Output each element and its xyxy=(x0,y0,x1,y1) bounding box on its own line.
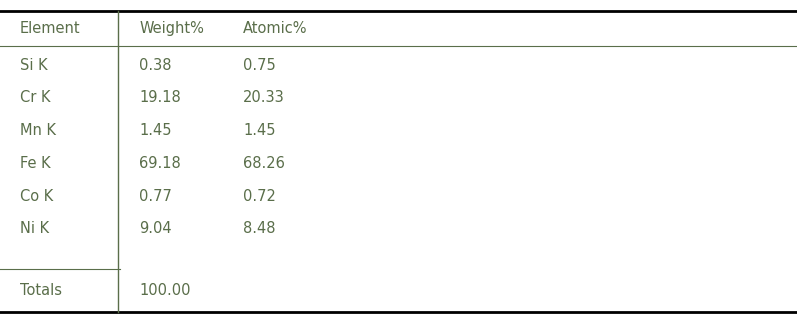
Text: 68.26: 68.26 xyxy=(243,156,285,171)
Text: Atomic%: Atomic% xyxy=(243,21,308,36)
Text: Fe K: Fe K xyxy=(20,156,50,171)
Text: 0.75: 0.75 xyxy=(243,58,276,73)
Text: 69.18: 69.18 xyxy=(139,156,181,171)
Text: Ni K: Ni K xyxy=(20,221,49,237)
Text: Element: Element xyxy=(20,21,80,36)
Text: Cr K: Cr K xyxy=(20,90,50,106)
Text: 1.45: 1.45 xyxy=(243,123,276,138)
Text: 9.04: 9.04 xyxy=(139,221,172,237)
Text: Totals: Totals xyxy=(20,283,62,299)
Text: Si K: Si K xyxy=(20,58,48,73)
Text: 1.45: 1.45 xyxy=(139,123,172,138)
Text: Mn K: Mn K xyxy=(20,123,56,138)
Text: 20.33: 20.33 xyxy=(243,90,285,106)
Text: 0.72: 0.72 xyxy=(243,189,276,204)
Text: 100.00: 100.00 xyxy=(139,283,191,299)
Text: Co K: Co K xyxy=(20,189,53,204)
Text: 19.18: 19.18 xyxy=(139,90,181,106)
Text: 0.77: 0.77 xyxy=(139,189,172,204)
Text: 0.38: 0.38 xyxy=(139,58,172,73)
Text: Weight%: Weight% xyxy=(139,21,204,36)
Text: 8.48: 8.48 xyxy=(243,221,276,237)
